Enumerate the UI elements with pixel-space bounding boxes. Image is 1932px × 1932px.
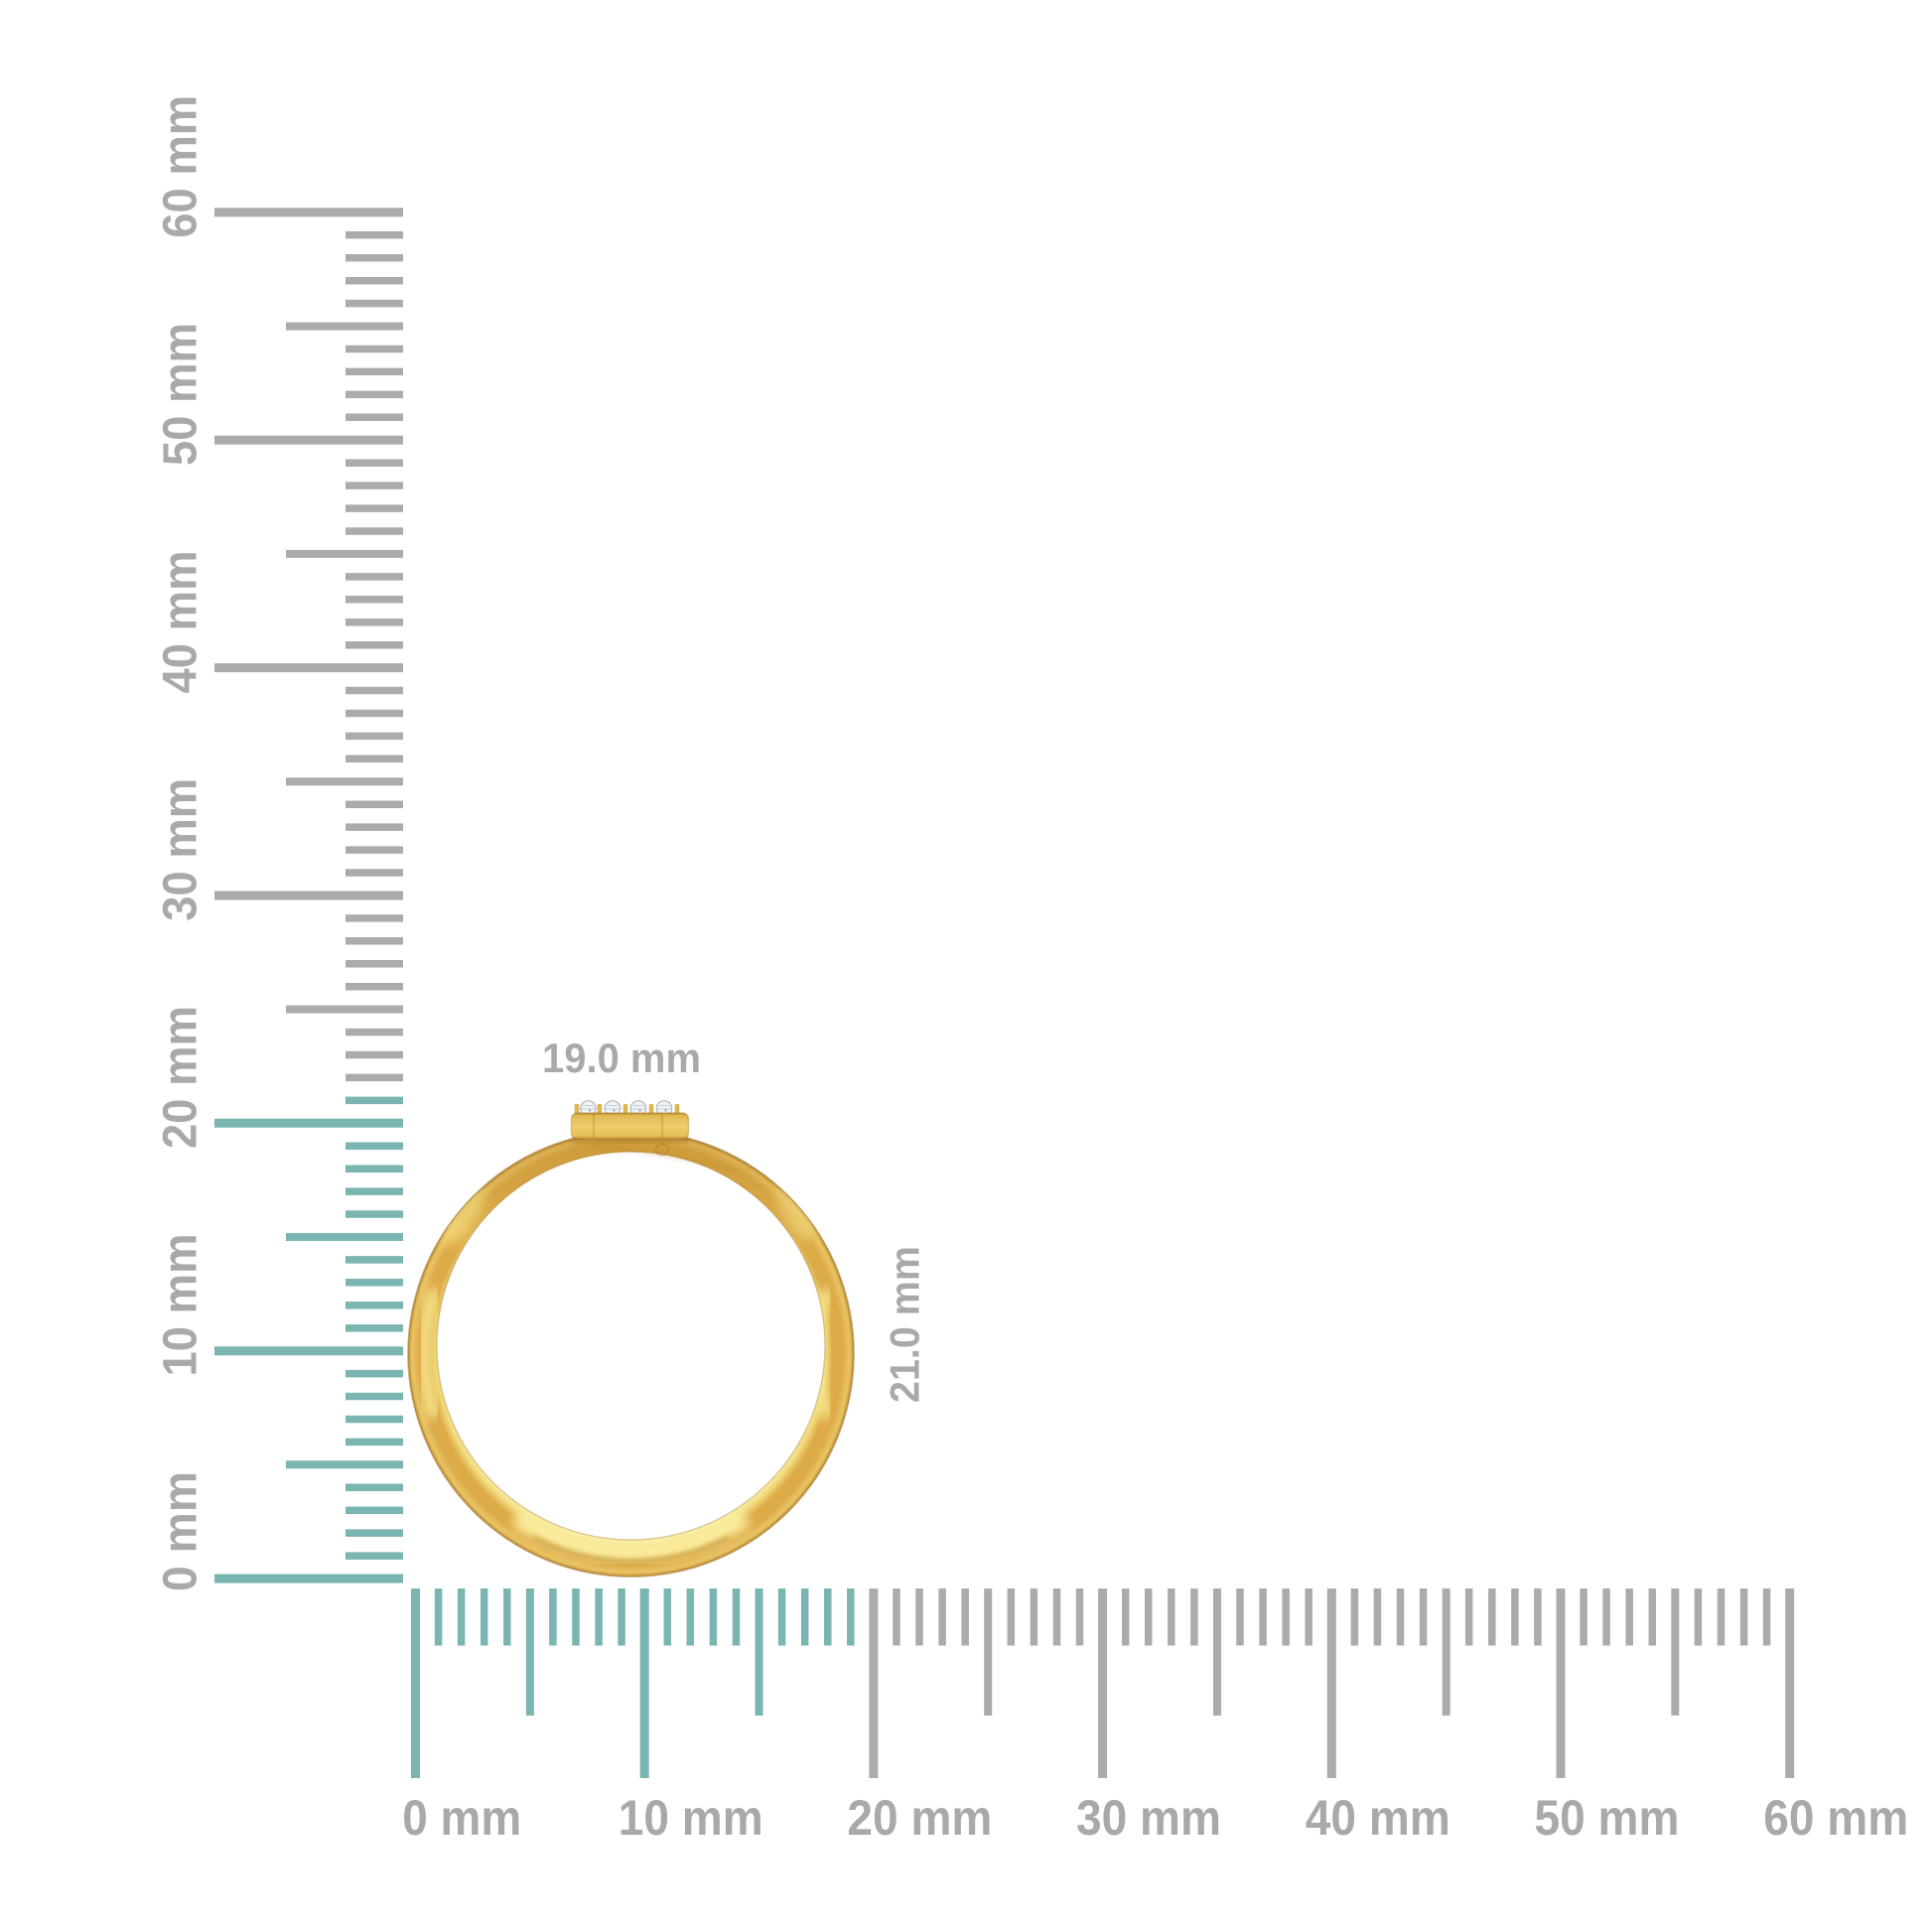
svg-text:0 mm: 0 mm <box>402 1790 521 1846</box>
svg-text:0 mm: 0 mm <box>155 1471 207 1591</box>
svg-text:10 mm: 10 mm <box>155 1234 207 1377</box>
svg-text:30 mm: 30 mm <box>155 778 207 921</box>
svg-text:21.0 mm: 21.0 mm <box>882 1246 928 1403</box>
svg-text:10 mm: 10 mm <box>619 1790 763 1846</box>
svg-text:60 mm: 60 mm <box>155 95 207 238</box>
svg-text:30 mm: 30 mm <box>1076 1790 1221 1846</box>
svg-text:50 mm: 50 mm <box>1535 1790 1680 1846</box>
svg-text:40 mm: 40 mm <box>155 551 207 694</box>
svg-text:20 mm: 20 mm <box>155 1006 207 1149</box>
svg-text:19.0 mm: 19.0 mm <box>542 1035 701 1081</box>
svg-text:40 mm: 40 mm <box>1306 1790 1450 1846</box>
svg-text:20 mm: 20 mm <box>847 1790 992 1846</box>
svg-text:50 mm: 50 mm <box>155 323 207 466</box>
svg-text:60 mm: 60 mm <box>1763 1790 1908 1846</box>
